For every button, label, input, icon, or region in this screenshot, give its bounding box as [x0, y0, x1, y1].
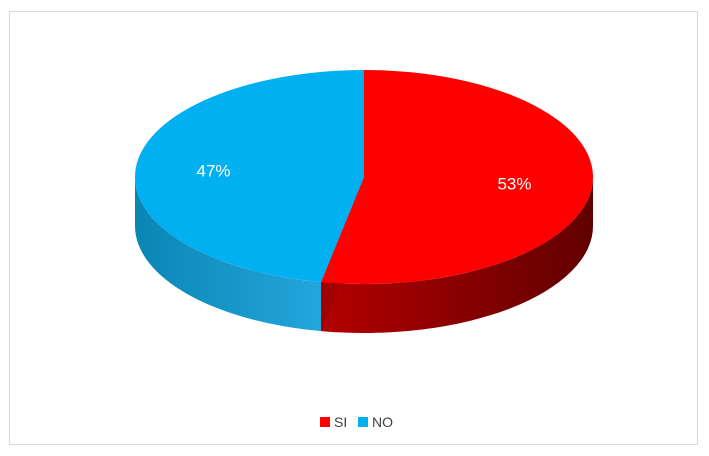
legend-label-si: SI: [334, 414, 347, 430]
pie-slice-si: [321, 70, 594, 284]
pie-side-no: [135, 177, 322, 332]
legend-swatch-no: [358, 417, 368, 427]
pie-side-si: [321, 177, 593, 333]
legend: SI NO: [320, 414, 393, 430]
data-label-si: 53%: [497, 175, 531, 194]
data-label-no: 47%: [197, 161, 231, 180]
legend-swatch-si: [320, 417, 330, 427]
legend-label-no: NO: [372, 414, 393, 430]
pie-slice-no: [135, 70, 364, 283]
